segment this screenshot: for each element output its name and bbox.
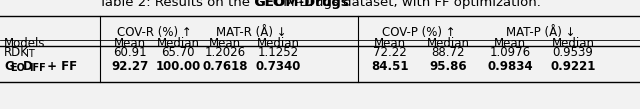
Text: Mean: Mean: [494, 37, 526, 49]
Text: 1.0976: 1.0976: [490, 46, 531, 59]
Text: Median: Median: [552, 37, 595, 49]
Text: RDK: RDK: [4, 46, 29, 59]
Text: 100.00: 100.00: [156, 60, 200, 73]
Text: 65.70: 65.70: [161, 46, 195, 59]
Text: 72.22: 72.22: [373, 46, 407, 59]
Text: Median: Median: [157, 37, 200, 49]
Text: D: D: [22, 60, 32, 73]
Text: Mean: Mean: [374, 37, 406, 49]
Text: + FF: + FF: [43, 60, 77, 73]
Text: 0.7340: 0.7340: [255, 60, 301, 73]
Text: 95.86: 95.86: [429, 60, 467, 73]
Text: EO: EO: [10, 63, 26, 73]
Text: IFF: IFF: [29, 63, 45, 73]
Text: 0.9834: 0.9834: [487, 60, 533, 73]
Text: 1.1252: 1.1252: [257, 46, 299, 59]
Text: Models: Models: [4, 37, 45, 49]
Text: MAT-P (Å) ↓: MAT-P (Å) ↓: [506, 26, 576, 39]
Text: Mean: Mean: [209, 37, 241, 49]
Text: 0.7618: 0.7618: [202, 60, 248, 73]
Text: Mean: Mean: [114, 37, 146, 49]
Text: 1.2026: 1.2026: [204, 46, 246, 59]
Text: 92.27: 92.27: [111, 60, 148, 73]
Text: Median: Median: [257, 37, 300, 49]
Text: 84.51: 84.51: [371, 60, 409, 73]
Text: 0.9221: 0.9221: [550, 60, 596, 73]
Text: 0.9539: 0.9539: [552, 46, 593, 59]
Text: Median: Median: [426, 37, 470, 49]
Text: Table 2: Results on the GEOM-Drugs dataset, with FF optimization.: Table 2: Results on the GEOM-Drugs datas…: [99, 0, 541, 9]
Text: G: G: [4, 60, 13, 73]
Text: COV-P (%) ↑: COV-P (%) ↑: [382, 26, 456, 39]
Text: COV-R (%) ↑: COV-R (%) ↑: [116, 26, 191, 39]
Text: IT: IT: [26, 49, 35, 59]
Text: 88.72: 88.72: [431, 46, 465, 59]
Text: GEOM-Drugs: GEOM-Drugs: [254, 0, 349, 9]
Text: 60.91: 60.91: [113, 46, 147, 59]
Text: MAT-R (Å) ↓: MAT-R (Å) ↓: [216, 26, 286, 39]
